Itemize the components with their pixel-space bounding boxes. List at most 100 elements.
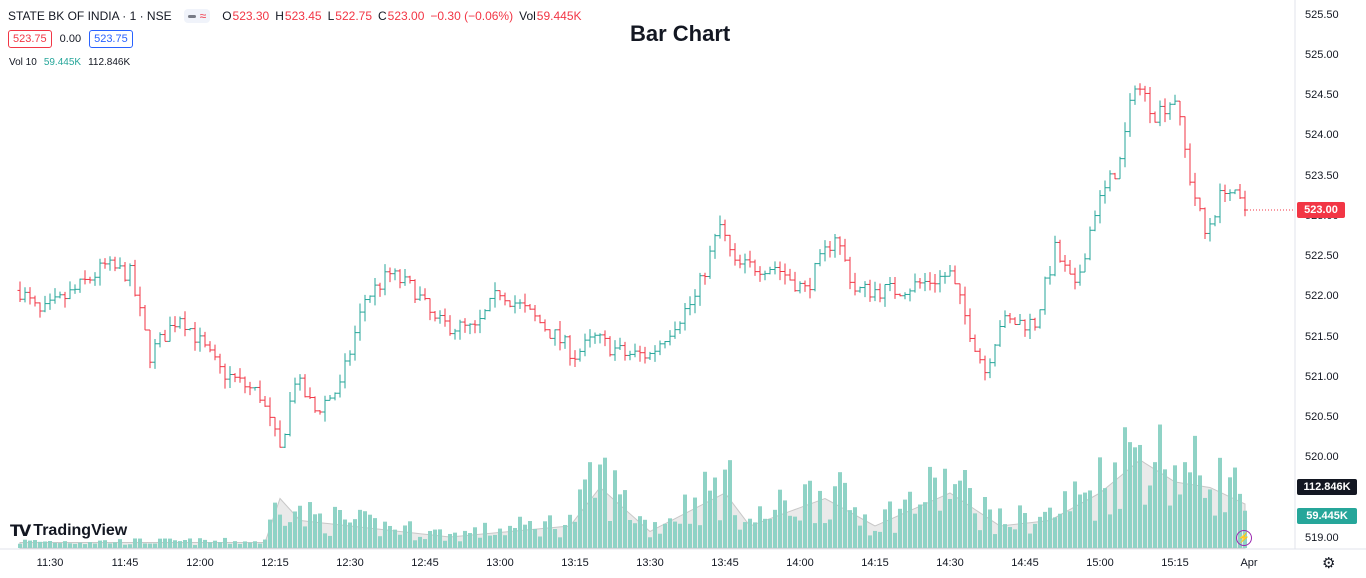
volume-bar [33,540,37,548]
volume-bar [188,538,192,548]
volume-bar [828,519,832,548]
volume-bar [743,522,747,548]
volume-bar [1153,462,1157,548]
volume-bar [768,518,772,548]
symbol-title[interactable]: STATE BK OF INDIA · 1 · NSE [8,9,172,23]
volume-bar [1108,514,1112,548]
volume-bar [943,468,947,548]
ask-button[interactable]: 523.75 [89,30,133,48]
volume-bar [493,534,497,548]
volume-bar [553,529,557,548]
volume-bar [653,522,657,548]
volume-bar [953,484,957,548]
high-value: 523.45 [284,9,322,23]
volume-bar [168,538,172,548]
volume-bar [663,523,667,548]
volume-bar [683,494,687,548]
low-label: L [327,9,335,23]
volume-bar [1128,442,1132,548]
volume-bar [903,499,907,548]
volume-bar [133,538,137,548]
lightning-icon[interactable]: ⚡ [1236,530,1252,546]
volume-bar [783,500,787,548]
volume-bar [723,469,727,548]
volume-bar [958,480,962,548]
time-tick-label: 12:30 [336,557,364,569]
volume-bar [288,522,292,548]
volume-indicator-value: 59.445K [43,57,82,68]
volume-bar [1198,475,1202,548]
volume-bar [823,523,827,548]
volume-bar [408,521,412,548]
volume-bar [518,516,522,548]
volume-bar [508,525,512,548]
tradingview-logo[interactable]: 𝗧𝗩 TradingView [10,521,127,541]
volume-bar [1058,513,1062,548]
time-tick-label: 15:15 [1161,557,1189,569]
volume-bar [363,511,367,548]
wave-icon: ≈ [199,9,207,23]
tradingview-logo-text: TradingView [33,522,128,539]
volume-bar [143,543,147,548]
volume-bar [1193,435,1197,548]
chart-title: Bar Chart [630,21,731,46]
volume-bar [728,460,732,548]
time-tick-label: 13:30 [636,557,664,569]
volume-bar [498,528,502,548]
volume-bar [578,489,582,548]
volume-bar [1148,485,1152,548]
tradingview-logo-icon: 𝗧𝗩 [10,523,31,540]
volume-bar [293,511,297,548]
time-tick-label: 13:45 [711,557,739,569]
vol-value: 59.445K [536,9,582,23]
volume-bar [803,484,807,548]
volume-bar [283,525,287,548]
volume-bar [678,523,682,548]
time-tick-label: 14:00 [786,557,814,569]
volume-bar [183,539,187,548]
volume-bar [478,537,482,548]
bid-button[interactable]: 523.75 [8,30,52,48]
gear-icon[interactable]: ⚙ [1322,555,1336,572]
time-tick-label: 12:15 [261,557,289,569]
volume-bar [1133,447,1137,548]
volume-bar [758,506,762,548]
volume-bar [1138,444,1142,548]
volume-bar [633,523,637,548]
volume-bar [78,542,82,548]
volume-bar [313,514,317,548]
close-label: C [378,9,387,23]
volume-bar [668,518,672,548]
volume-bar [158,538,162,548]
legend-toggle[interactable]: ≈ [183,9,211,23]
volume-bar [878,531,882,548]
volume-bar [993,534,997,548]
volume-bar [48,541,52,548]
volume-bar [278,514,282,548]
volume-bar [853,507,857,548]
volume-bar [163,538,167,548]
volume-bar [328,535,332,548]
volume-bar [448,533,452,548]
volume-bar [773,509,777,548]
volume-bar [193,545,197,548]
volume-bar [988,509,992,548]
price-tick-label: 524.00 [1305,129,1339,141]
minus-icon [187,14,196,18]
volume-bar [113,542,117,548]
volume-bar [858,525,862,548]
volume-bar [648,537,652,548]
volume-bar [1103,488,1107,548]
volume-bar [238,543,242,548]
volume-bar [438,529,442,548]
volume-bar [483,522,487,548]
volume-bar [1123,427,1127,548]
volume-bar [213,540,217,548]
volume-legend[interactable]: Vol 10 59.445K 112.846K [9,57,130,68]
volume-bar [23,539,27,548]
volume-bar [718,520,722,548]
price-tick-label: 523.50 [1305,170,1339,182]
volume-bar [813,523,817,548]
volume-bar [343,519,347,548]
